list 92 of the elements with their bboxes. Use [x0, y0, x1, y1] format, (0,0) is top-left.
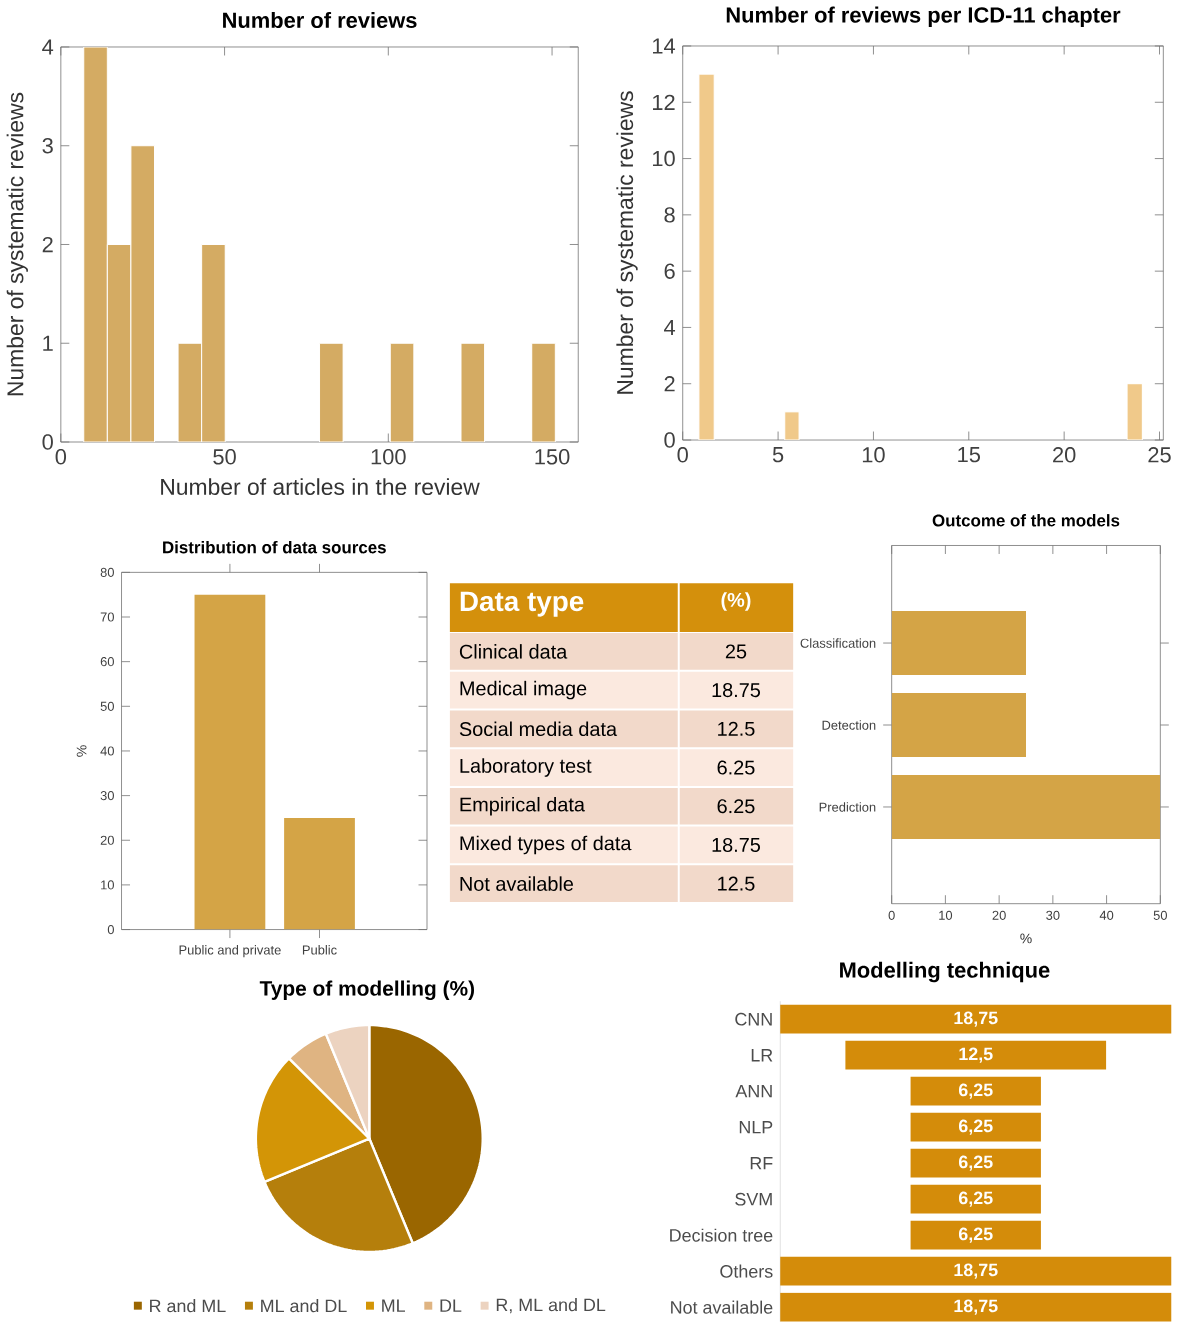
x-tick-label: 20 — [992, 910, 1006, 920]
category-label: Laboratory test — [460, 758, 592, 777]
y-tick-label: 10 — [100, 880, 114, 890]
x-tick-label: Public — [302, 945, 337, 955]
category-label: CNN — [735, 1012, 772, 1026]
y-tick-label: 70 — [100, 612, 114, 622]
data-label: 25 — [725, 644, 747, 659]
data-label: 6,25 — [958, 1083, 993, 1099]
y-tick-label: Detection — [822, 720, 876, 730]
data-label: 18.75 — [712, 837, 760, 852]
data-label: 12,5 — [959, 1047, 993, 1063]
x-tick-label: 15 — [958, 447, 980, 463]
legend-label: DL — [440, 1299, 462, 1312]
y-tick-label: 80 — [100, 567, 114, 577]
chart-title: Outcome of the models — [932, 514, 1120, 527]
y-tick-label: 6 — [664, 263, 675, 279]
y-tick-label: 30 — [100, 791, 114, 801]
x-tick-label: Public and private — [179, 945, 281, 958]
y-tick-label: 50 — [100, 701, 114, 711]
data-label: 18,75 — [954, 1263, 998, 1279]
y-tick-label: 20 — [100, 835, 114, 845]
x-tick-label: 0 — [55, 449, 66, 465]
category-label: RF — [750, 1157, 773, 1170]
x-tick-label: 20 — [1052, 447, 1076, 463]
y-tick-label: 4 — [663, 319, 675, 335]
text: Data type — [460, 591, 584, 617]
category-label: Not available — [670, 1300, 773, 1314]
y-tick-label: 60 — [100, 657, 114, 667]
y-tick-label: 2 — [664, 376, 675, 392]
category-label: SVM — [735, 1192, 772, 1206]
chart-title: Number of reviews — [222, 11, 417, 29]
category-label: Social media data — [459, 721, 617, 737]
x-axis-title: Number of articles in the review — [161, 478, 480, 495]
category-label: Decision tree — [670, 1228, 773, 1242]
y-axis-title: Number of systematic reviews — [6, 92, 28, 396]
x-axis-title: % — [1020, 933, 1032, 944]
legend-label: R and ML — [149, 1299, 226, 1313]
y-axis-title: Number of systematic reviews — [616, 91, 638, 394]
category-label: ANN — [735, 1085, 772, 1098]
category-label: NLP — [739, 1121, 773, 1134]
data-label: 18.75 — [712, 683, 760, 698]
y-tick-label: 40 — [100, 746, 114, 756]
category-label: LR — [751, 1049, 773, 1062]
y-tick-label: 12 — [652, 94, 675, 110]
x-tick-label: 25 — [1148, 447, 1171, 463]
text: Modelling technique — [839, 961, 1050, 983]
y-tick-label: 0 — [664, 432, 675, 448]
x-tick-label: 50 — [213, 449, 236, 465]
x-tick-label: 50 — [1153, 910, 1167, 920]
data-label: 18,75 — [954, 1299, 998, 1315]
category-label: Empirical data — [460, 796, 585, 816]
y-tick-label: 1 — [43, 335, 53, 351]
category-label: Others — [720, 1264, 773, 1278]
x-tick-label: 100 — [371, 449, 406, 465]
data-label: 6,25 — [958, 1191, 993, 1207]
chart-title: Type of modelling (%) — [259, 980, 474, 1001]
legend-label: ML and DL — [261, 1299, 347, 1313]
y-tick-label: 0 — [42, 434, 53, 450]
y-tick-label: 10 — [652, 150, 675, 167]
data-label: 6,25 — [958, 1119, 993, 1135]
data-label: 6.25 — [717, 760, 755, 775]
data-label: 12.5 — [717, 721, 755, 736]
y-tick-label: 4 — [41, 39, 53, 55]
y-tick-label: Prediction — [819, 802, 876, 812]
x-tick-label: 40 — [1099, 910, 1114, 920]
data-label: 6,25 — [958, 1155, 993, 1171]
x-tick-label: 150 — [535, 449, 570, 465]
y-tick-label: 0 — [107, 924, 114, 935]
data-label: 6.25 — [717, 799, 755, 814]
y-tick-label: Classification — [800, 638, 876, 648]
x-tick-label: 10 — [939, 910, 952, 920]
category-label: Mixed types of data — [460, 835, 632, 855]
y-tick-label: 8 — [664, 207, 675, 223]
x-tick-label: 30 — [1046, 910, 1060, 920]
data-label: 12.5 — [717, 876, 755, 891]
chart-title: Number of reviews per ICD-11 chapter — [726, 6, 1121, 27]
y-axis-title: % — [76, 745, 87, 757]
data-label: 18,75 — [954, 1011, 998, 1027]
chart-title: Distribution of data sources — [162, 540, 386, 554]
y-tick-label: 2 — [42, 236, 53, 253]
text: (%) — [721, 592, 751, 611]
y-tick-label: 14 — [652, 38, 675, 54]
x-tick-label: 0 — [677, 447, 688, 463]
category-label: Medical image — [460, 680, 587, 700]
y-tick-label: 3 — [42, 138, 53, 154]
category-label: Clinical data — [459, 644, 568, 659]
legend-label: R, ML and DL — [496, 1298, 606, 1314]
x-tick-label: 0 — [888, 910, 895, 920]
category-label: Not available — [460, 876, 573, 891]
data-label: 6,25 — [958, 1227, 993, 1243]
x-tick-label: 5 — [772, 447, 784, 463]
legend-label: ML — [382, 1299, 405, 1312]
